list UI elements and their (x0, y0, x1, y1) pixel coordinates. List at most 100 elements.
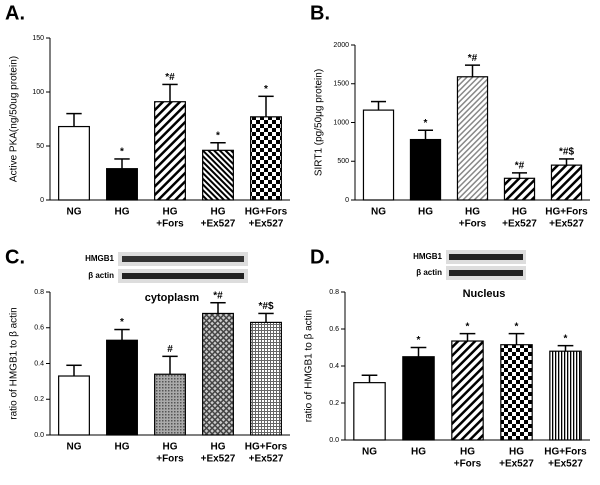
x-tick-label: NG (67, 442, 82, 453)
y-axis-label: ratio of HMGB1 to β actin (9, 307, 20, 419)
x-tick-label: +Fors (454, 459, 482, 470)
x-tick-label: +Ex527 (502, 219, 537, 230)
bar (549, 350, 582, 441)
x-tick-label: +Ex527 (249, 454, 284, 465)
x-tick-label: +Fors (156, 454, 184, 465)
bar (106, 339, 138, 436)
x-tick-label: HG (115, 207, 130, 218)
x-tick-label: HG (163, 207, 178, 218)
x-tick-label: +Ex527 (499, 459, 534, 470)
bar (451, 340, 484, 441)
y-tick-label: 0.2 (34, 396, 44, 403)
y-tick-label: 0.6 (34, 325, 44, 332)
y-tick-label: 150 (32, 35, 44, 42)
y-tick-label: 2000 (333, 42, 349, 49)
x-tick-label: NG (362, 447, 377, 458)
significance-mark: * (264, 84, 268, 95)
blot-c (118, 252, 248, 283)
panel-title: Nucleus (463, 288, 506, 300)
y-tick-label: 0.4 (34, 360, 44, 367)
y-tick-label: 0.8 (34, 289, 44, 296)
panel-title: cytoplasm (145, 292, 200, 304)
y-tick-label: 1000 (333, 119, 349, 126)
significance-mark: * (120, 317, 124, 328)
x-tick-label: HG (163, 442, 178, 453)
x-tick-label: +Ex527 (548, 459, 583, 470)
y-axis-label: ratio of HMGB1 to β actin (304, 310, 315, 422)
x-tick-label: HG (509, 447, 524, 458)
significance-mark: * (120, 147, 124, 158)
x-tick-label: HG+Fors (544, 447, 587, 458)
x-tick-label: HG (512, 207, 527, 218)
x-tick-label: +Fors (459, 219, 487, 230)
bar (409, 138, 442, 201)
y-axis-label: SIRT1 (pg/50μg protein) (314, 69, 325, 176)
significance-mark: * (424, 118, 428, 129)
x-tick-label: HG (211, 442, 226, 453)
panel-label: B. (310, 2, 330, 24)
significance-mark: # (167, 344, 173, 355)
bar (362, 109, 395, 201)
y-tick-label: 1500 (333, 81, 349, 88)
significance-mark: *# (165, 72, 175, 83)
bar (154, 101, 186, 201)
bar (550, 164, 583, 201)
y-tick-label: 0 (40, 197, 44, 204)
bar (402, 356, 435, 441)
y-tick-label: 0.2 (329, 400, 339, 407)
bar (456, 76, 489, 201)
y-tick-label: 0 (345, 197, 349, 204)
y-tick-label: 100 (32, 89, 44, 96)
y-tick-label: 0.4 (329, 363, 339, 370)
bar (250, 321, 282, 436)
x-tick-label: HG+Fors (545, 207, 588, 218)
x-tick-label: HG+Fors (245, 207, 288, 218)
x-tick-label: +Ex527 (249, 219, 284, 230)
x-tick-label: HG (115, 442, 130, 453)
significance-mark: *# (515, 161, 525, 172)
significance-mark: * (564, 333, 568, 344)
x-tick-label: NG (67, 207, 82, 218)
x-tick-label: HG+Fors (245, 442, 288, 453)
significance-mark: *# (213, 290, 223, 301)
panel-label: A. (5, 2, 25, 24)
blot-label: HMGB1 (85, 254, 114, 263)
significance-mark: * (417, 335, 421, 346)
y-tick-label: 50 (36, 143, 44, 150)
bar (500, 344, 533, 441)
x-tick-label: HG (418, 207, 433, 218)
significance-mark: * (515, 321, 519, 332)
y-axis-label: Active PKA(ng/50ug protein) (9, 56, 20, 182)
y-tick-label: 500 (337, 158, 349, 165)
blot-label: β actin (88, 271, 114, 280)
blot-label: β actin (416, 268, 442, 277)
bar (250, 116, 282, 201)
bar (202, 149, 234, 201)
blot-label: HMGB1 (413, 252, 442, 261)
significance-mark: * (466, 321, 470, 332)
bar (202, 312, 234, 436)
panel-label: D. (310, 246, 330, 268)
x-tick-label: +Ex527 (549, 219, 584, 230)
y-tick-label: 0.8 (329, 289, 339, 296)
significance-mark: * (216, 130, 220, 141)
x-tick-label: +Fors (156, 219, 184, 230)
x-tick-label: +Ex527 (201, 454, 236, 465)
significance-mark: *# (468, 53, 478, 64)
x-tick-label: HG (460, 447, 475, 458)
x-tick-label: NG (371, 207, 386, 218)
x-tick-label: HG (411, 447, 426, 458)
significance-mark: *#$ (559, 147, 574, 158)
significance-mark: *#$ (258, 301, 273, 312)
x-tick-label: HG (211, 207, 226, 218)
bar (154, 373, 186, 436)
y-tick-label: 0.6 (329, 326, 339, 333)
bar (58, 375, 90, 436)
x-tick-label: HG (465, 207, 480, 218)
bar (106, 168, 138, 201)
y-tick-label: 0.0 (329, 437, 339, 444)
bar (58, 125, 90, 201)
y-tick-label: 0.0 (34, 432, 44, 439)
